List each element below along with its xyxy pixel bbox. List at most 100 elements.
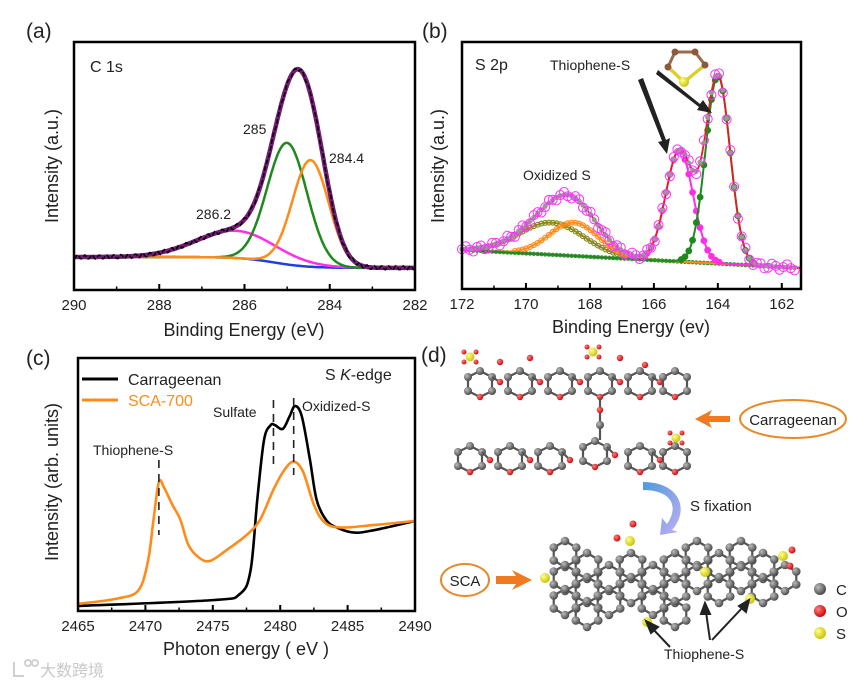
carbon-atom: [736, 562, 746, 572]
oxygen-atom: [616, 354, 624, 362]
carrageenan-label: Carrageenan: [749, 412, 837, 429]
sca-arrow-icon: [496, 570, 532, 590]
carbon-atom: [494, 462, 502, 470]
carbon-atom: [582, 548, 592, 558]
b-raw-data-point: [532, 207, 543, 218]
b-raw-data-point: [502, 230, 513, 241]
b-peak-point-1: [549, 228, 556, 235]
c-title: S K-edge: [325, 367, 392, 384]
carbon-atom: [683, 462, 691, 470]
panel-tag-d: (d): [421, 344, 447, 367]
a-tick-label: 284: [317, 297, 342, 314]
carbon-atom: [659, 592, 669, 601]
carbon-atom: [659, 555, 669, 564]
b-raw-data-point: [732, 213, 743, 224]
sulfur-atom: [700, 567, 710, 577]
carbon-atom: [637, 580, 647, 589]
b-tick-label: 164: [705, 296, 730, 313]
carbon-atom: [703, 555, 713, 564]
b-peak-point-0: [534, 221, 541, 228]
carbon-atom: [692, 562, 702, 572]
b-raw-data-point: [725, 145, 736, 156]
carbon-atom: [725, 543, 735, 552]
legend-label-carrageenan: Carrageenan: [128, 372, 221, 389]
panel-tag-c: (c): [26, 347, 51, 370]
b-peak-point-3: [696, 193, 704, 201]
sca-callout: SCA: [440, 563, 532, 597]
carbon-atom: [725, 580, 735, 589]
b-peak-point-1: [568, 219, 575, 226]
carbon-atom: [659, 579, 669, 588]
carbon-atom: [714, 598, 724, 608]
b-raw-data-point: [721, 114, 732, 125]
b-envelope-point: [550, 197, 556, 203]
b-title: S 2p: [475, 57, 508, 74]
carbon-atom: [571, 616, 581, 625]
c-x-ticks: 2465 2470 2475 2480 2485 2490: [61, 605, 432, 635]
carbon-atom: [516, 367, 524, 375]
carbon-atom: [584, 387, 592, 395]
carbon-atom: [604, 584, 614, 594]
b-raw-data-point: [525, 218, 536, 229]
carbon-atom: [636, 442, 644, 450]
b-tick-label: 162: [769, 296, 794, 313]
oxygen-atom: [641, 361, 649, 369]
b-peak-point-3: [685, 247, 693, 255]
carbon-atom: [488, 387, 496, 395]
b-raw-data-point: [706, 89, 717, 100]
carbon-atom: [596, 367, 604, 375]
oxygen-atom: [473, 359, 479, 365]
carbon-atom: [747, 579, 757, 588]
carbon-atom: [670, 548, 680, 558]
thiophene-s-label: Thiophene-S: [664, 646, 744, 662]
oxygen-atom: [526, 456, 534, 464]
panel-tag-b: (b): [422, 20, 448, 43]
b-peak-point-1: [519, 246, 526, 253]
b-envelope-point: [523, 222, 529, 228]
a-tick-label: 286: [232, 297, 257, 314]
s-fixation-label: S fixation: [690, 498, 752, 515]
b-tick-label: 166: [641, 296, 666, 313]
carbon-atom: [769, 592, 779, 601]
carbon-atom: [758, 572, 768, 582]
b-envelope-point: [671, 156, 677, 163]
carbon-atom: [725, 556, 735, 565]
c-y-axis-label: Intensity (arb. units): [42, 403, 62, 561]
b-raw-data-point: [479, 244, 490, 255]
carbon-atom: [549, 591, 559, 600]
b-raw-data-point: [740, 242, 751, 253]
b-raw-data-point: [782, 259, 793, 270]
c-marker-label-sulfate: Sulfate: [213, 404, 257, 420]
b-peak-point-1: [545, 231, 552, 238]
b-raw-data-point: [649, 236, 660, 247]
a-peak-label-285: 285: [243, 121, 267, 137]
b-envelope-point: [569, 193, 575, 199]
c-tick-label: 2475: [196, 618, 229, 635]
watermark-logo-icon: [13, 659, 39, 677]
carbon-atom: [604, 560, 614, 570]
panel-d-structure-diagram: Carrageenan SCA S fixation Thiophene-S C…: [440, 344, 848, 662]
a-plot-frame: [72, 40, 417, 292]
b-raw-data-point: [661, 189, 672, 200]
carbon-atom: [670, 596, 680, 606]
carbon-atom: [624, 373, 632, 381]
carbon-atom: [637, 567, 647, 576]
carbon-atom: [736, 586, 746, 596]
carbon-atom: [769, 580, 779, 589]
b-envelope-point: [731, 184, 737, 190]
carbon-atom: [671, 442, 679, 450]
carrageenan-callout: Carrageenan: [695, 399, 847, 439]
carbon-atom: [659, 373, 667, 381]
oxygen-atom: [671, 468, 679, 476]
oxygen-atom: [466, 468, 474, 476]
carbon-atom: [615, 604, 625, 613]
b-raw-data-point: [577, 202, 588, 213]
carrageenan-molecule: [454, 344, 691, 476]
b-peak-point-0: [545, 219, 552, 226]
carbon-atom: [571, 603, 581, 612]
carbon-atom: [464, 373, 472, 381]
oxygen-atom: [526, 354, 534, 362]
b-peak-point-3: [689, 236, 696, 244]
carbon-atom: [637, 591, 647, 600]
carbon-atom: [579, 457, 587, 465]
